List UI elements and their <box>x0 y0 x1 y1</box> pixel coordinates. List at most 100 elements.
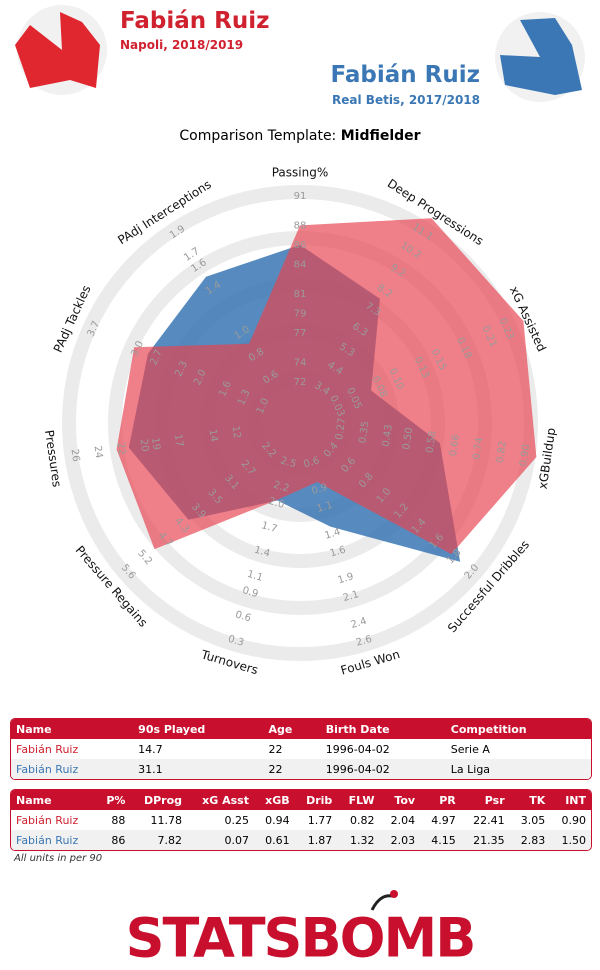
column-header: Name <box>11 790 97 810</box>
header-icons <box>15 5 585 102</box>
tick-label: 2.5 <box>279 455 297 470</box>
tick-label: 12 <box>230 425 243 439</box>
cell: 22 <box>263 759 321 779</box>
tick-label: 0.43 <box>381 424 395 448</box>
cell: 0.90 <box>550 810 591 830</box>
logo-text: STATSBOMB <box>126 907 475 970</box>
tick-label: 20 <box>138 438 151 452</box>
cell: 4.15 <box>420 830 461 850</box>
tick-label: 86 <box>294 240 307 251</box>
column-header: PR <box>420 790 461 810</box>
tick-label: 24 <box>91 445 104 459</box>
cell: 0.07 <box>187 830 254 850</box>
tick-label: 1.7 <box>260 520 278 535</box>
cell: 1.32 <box>337 830 380 850</box>
left-icon <box>15 5 107 95</box>
column-header: Tov <box>379 790 421 810</box>
axis-label: Passing% <box>272 166 329 180</box>
tick-label: 17 <box>172 433 185 447</box>
tick-label: 0.6 <box>303 455 321 470</box>
tick-label: 79 <box>294 308 307 319</box>
tick-label: 1.1 <box>246 569 264 584</box>
cell: 22 <box>263 739 321 759</box>
tick-label: 0.74 <box>471 437 485 461</box>
tick-label: 0.9 <box>241 585 259 600</box>
radar-chart: 727477798184868891Passing%3.44.45.36.37.… <box>42 166 559 678</box>
cell: 21.35 <box>460 830 510 850</box>
tick-label: 0.90 <box>518 444 532 468</box>
tick-label: 1.6 <box>329 545 347 560</box>
tick-label: 2.2 <box>272 480 290 495</box>
stats-table: Name P% DProg xG Asst xGB Drib FLW Tov PR Psr TK IN… <box>10 789 592 851</box>
axis-label: xGBuildup <box>536 427 559 490</box>
logo: STATSBOMB <box>126 890 476 970</box>
tick-label: 72 <box>294 377 307 388</box>
header-row: Name P% DProg xG Asst xGB Drib FLW Tov PR Psr TK IN… <box>11 790 591 810</box>
cell: 31.1 <box>133 759 264 779</box>
player-name: Fabián Ruiz <box>11 830 97 850</box>
cell: 0.82 <box>337 810 380 830</box>
tick-label: 0.58 <box>425 430 439 454</box>
template-label: Comparison Template: <box>179 128 337 144</box>
header-row: Name 90s Played Age Birth Date Competition <box>11 719 591 739</box>
tick-label: 22 <box>114 442 127 456</box>
tick-label: 0.27 <box>334 417 348 441</box>
cell: 11.78 <box>130 810 188 830</box>
player-name: Fabián Ruiz <box>11 739 134 759</box>
left-player-name: Fabián Ruiz <box>120 8 270 34</box>
tick-label: 0.9 <box>310 482 328 497</box>
tick-label: 0.50 <box>401 427 415 451</box>
cell: 2.03 <box>379 830 421 850</box>
cell: La Liga <box>445 759 591 779</box>
tick-label: 0.82 <box>495 440 509 464</box>
table-row: Fabián Ruiz 14.7 22 1996-04-02 Serie A <box>11 739 591 759</box>
column-header: DProg <box>130 790 188 810</box>
column-header: P% <box>96 790 131 810</box>
cell: 14.7 <box>133 739 264 759</box>
tick-label: 1.4 <box>253 545 271 560</box>
player-name: Fabián Ruiz <box>11 759 134 779</box>
cell: 88 <box>96 810 131 830</box>
cell: 1.50 <box>550 830 591 850</box>
cell: 1996-04-02 <box>320 759 446 779</box>
tick-label: 74 <box>294 357 307 368</box>
player-name: Fabián Ruiz <box>11 810 97 830</box>
cell: 1996-04-02 <box>320 739 446 759</box>
column-header: Drib <box>294 790 338 810</box>
right-icon <box>495 12 585 102</box>
column-header: Name <box>11 719 134 739</box>
tick-label: 0.35 <box>357 420 371 444</box>
tick-label: 1.1 <box>316 500 334 515</box>
info-table: Name 90s Played Age Birth Date Competition Fa… <box>10 718 592 780</box>
cell: 22.41 <box>460 810 510 830</box>
template-line: Comparison Template: Midfielder <box>0 128 600 144</box>
axis-label: Pressures <box>42 429 64 488</box>
cell: 2.04 <box>379 810 421 830</box>
cell: 0.61 <box>253 830 295 850</box>
bomb-fuse <box>370 894 393 911</box>
right-player-name: Fabián Ruiz <box>330 62 481 88</box>
left-player-team: Napoli, 2018/2019 <box>120 38 244 52</box>
tick-label: 81 <box>294 289 307 300</box>
tick-label: 0.3 <box>227 634 245 649</box>
column-header: xGB <box>253 790 295 810</box>
cell: 4.97 <box>420 810 461 830</box>
cell: 1.77 <box>294 810 338 830</box>
tick-label: 14 <box>207 428 220 442</box>
bomb-spark <box>390 890 398 898</box>
footnote: All units in per 90 <box>14 853 103 864</box>
tick-label: 84 <box>294 260 307 271</box>
tick-label: 2.1 <box>342 589 360 604</box>
column-header: Birth Date <box>320 719 446 739</box>
right-player-team: Real Betis, 2017/2018 <box>332 93 480 107</box>
column-header: Competition <box>445 719 591 739</box>
column-header: 90s Played <box>133 719 264 739</box>
cell: 86 <box>96 830 131 850</box>
tick-label: 5.2 <box>135 548 154 567</box>
tick-label: 88 <box>294 220 307 231</box>
table-row: Fabián Ruiz 86 7.82 0.07 0.61 1.87 1.32 2.03 4.1… <box>11 830 591 850</box>
series-area <box>116 218 537 555</box>
table-row: Fabián Ruiz 88 11.78 0.25 0.94 1.77 0.82 2.04 4.… <box>11 810 591 830</box>
tick-label: 19 <box>149 437 162 451</box>
